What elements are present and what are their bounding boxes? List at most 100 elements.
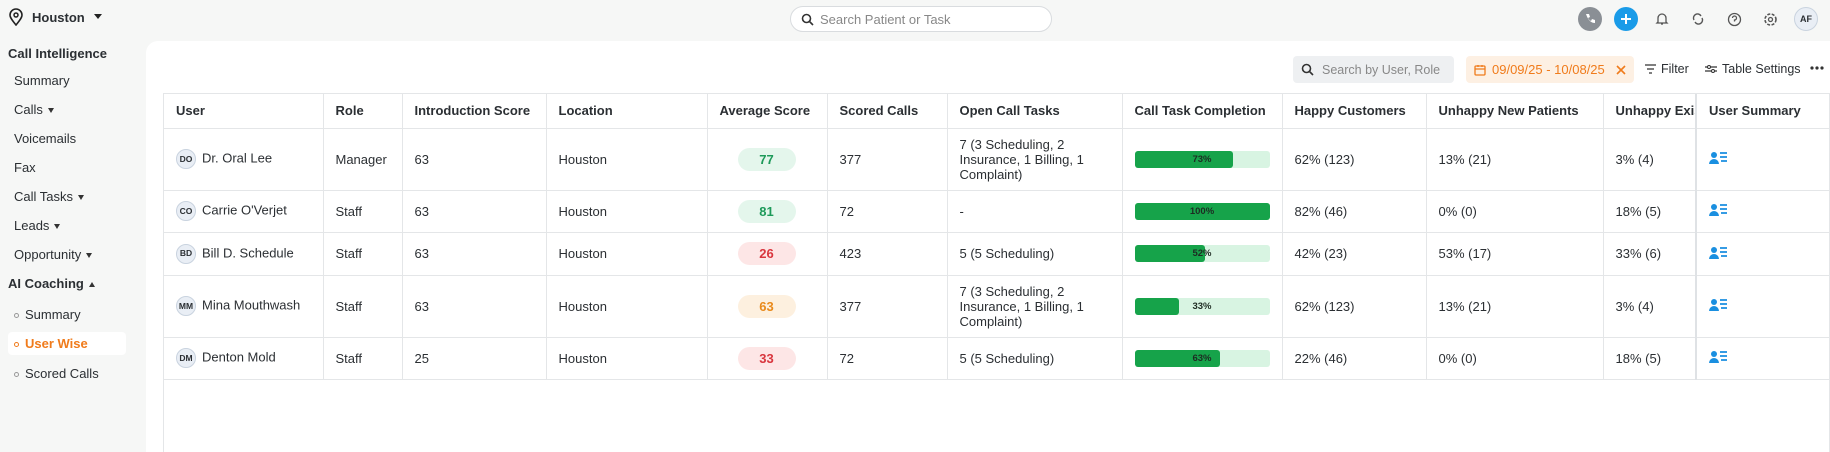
notifications-button[interactable] xyxy=(1650,7,1674,31)
phone-button[interactable] xyxy=(1578,7,1602,31)
user-cell: DM Denton Mold xyxy=(164,337,324,380)
column-header: Open Call Tasks xyxy=(947,94,1123,129)
settings-button[interactable] xyxy=(1758,7,1782,31)
role-cell: Staff xyxy=(323,275,403,338)
completion-track: 33% xyxy=(1134,297,1270,315)
average-score-cell: 81 xyxy=(707,190,828,233)
filter-label: Filter xyxy=(1661,62,1689,76)
user-summary-icon[interactable] xyxy=(1709,350,1727,363)
global-search[interactable]: Search Patient or Task xyxy=(790,6,1052,32)
user-name[interactable]: Mina Mouthwash xyxy=(202,297,301,313)
user-summary-cell xyxy=(1695,337,1829,380)
caret xyxy=(78,195,85,201)
happy-cell: 22% (46) xyxy=(1282,337,1427,380)
sidebar-label: Scored Calls xyxy=(25,366,99,381)
sidebar-item[interactable]: User Wise xyxy=(8,332,126,355)
bullet xyxy=(14,342,19,348)
location-name: Houston xyxy=(32,9,85,25)
sync-icon xyxy=(1692,13,1704,25)
unhappy-new-cell: 0% (0) xyxy=(1426,190,1604,233)
average-score-cell: 63 xyxy=(707,275,828,338)
column-header: Role xyxy=(323,94,403,129)
user-name[interactable]: Denton Mold xyxy=(202,349,276,365)
search-icon xyxy=(801,13,814,26)
add-button[interactable] xyxy=(1614,7,1638,31)
average-score-cell: 77 xyxy=(707,128,828,191)
help-button[interactable] xyxy=(1722,7,1746,31)
caret xyxy=(47,108,54,114)
completion-cell: 63% xyxy=(1122,337,1283,380)
role-cell: Staff xyxy=(323,337,403,380)
user-summary-cell xyxy=(1695,190,1829,233)
intro-cell: 63 xyxy=(402,128,547,191)
table-settings-button[interactable]: Table Settings xyxy=(1705,62,1801,76)
filter-button[interactable]: Filter xyxy=(1645,62,1689,76)
user-initials: DO xyxy=(176,149,196,169)
sidebar-label: Calls xyxy=(14,102,43,117)
sidebar-item[interactable]: Call Tasks xyxy=(14,189,85,204)
user-summary-icon[interactable] xyxy=(1709,298,1727,311)
intro-cell: 63 xyxy=(402,232,547,276)
sidebar-item[interactable]: AI Coaching xyxy=(8,276,95,291)
sidebar-item[interactable]: Voicemails xyxy=(14,131,76,146)
help-icon xyxy=(1727,12,1741,26)
user-cell: BD Bill D. Schedule xyxy=(164,232,324,276)
caret xyxy=(54,224,61,230)
sidebar-item[interactable]: Calls xyxy=(14,102,54,117)
user-name[interactable]: Carrie O'Verjet xyxy=(202,202,287,218)
completion-track: 73% xyxy=(1134,150,1270,168)
score-badge: 77 xyxy=(737,147,796,171)
user-summary-icon[interactable] xyxy=(1709,203,1727,216)
sync-button[interactable] xyxy=(1686,7,1710,31)
column-header: Scored Calls xyxy=(827,94,948,129)
scored-cell: 423 xyxy=(827,232,948,276)
user-summary-icon[interactable] xyxy=(1709,151,1727,164)
bullet xyxy=(14,372,19,378)
sidebar-label: AI Coaching xyxy=(8,276,84,291)
completion-label: 100% xyxy=(1189,205,1215,217)
settings-icon xyxy=(1705,65,1717,73)
column-header: User xyxy=(164,94,324,129)
completion-cell: 33% xyxy=(1122,275,1283,338)
sidebar-label: Summary xyxy=(25,307,81,322)
clear-date[interactable] xyxy=(1615,64,1627,76)
average-score-cell: 33 xyxy=(707,337,828,380)
sidebar-item[interactable]: Call Intelligence xyxy=(8,46,107,61)
happy-cell: 82% (46) xyxy=(1282,190,1427,233)
table-settings-label: Table Settings xyxy=(1722,62,1801,76)
role-cell: Manager xyxy=(323,128,403,191)
role-cell: Staff xyxy=(323,190,403,233)
caret xyxy=(93,14,102,19)
sidebar-label: Fax xyxy=(14,160,36,175)
user-cell: MM Mina Mouthwash xyxy=(164,275,324,338)
user-name[interactable]: Bill D. Schedule xyxy=(202,244,294,260)
table-search[interactable]: Search by User, Role xyxy=(1293,56,1454,83)
happy-cell: 42% (23) xyxy=(1282,232,1427,276)
search-placeholder: Search by User, Role xyxy=(1322,62,1441,77)
sidebar-label: Voicemails xyxy=(14,131,77,146)
location-cell: Houston xyxy=(546,190,708,233)
column-header: User Summary xyxy=(1695,94,1829,129)
sidebar-item[interactable]: Fax xyxy=(14,160,36,175)
scored-cell: 377 xyxy=(827,128,948,191)
role-cell: Staff xyxy=(323,232,403,276)
unhappy-new-cell: 13% (21) xyxy=(1426,128,1604,191)
avatar[interactable]: AF xyxy=(1794,7,1818,31)
sidebar-item[interactable]: Opportunity xyxy=(14,247,93,262)
unhappy-existing-cell: 18% (5) xyxy=(1603,190,1697,233)
location-picker[interactable]: Houston xyxy=(8,8,103,26)
user-name[interactable]: Dr. Oral Lee xyxy=(202,150,273,166)
date-range[interactable]: 09/09/25 - 10/08/25 xyxy=(1466,56,1634,83)
sidebar-item[interactable]: Summary xyxy=(14,73,70,88)
unhappy-new-cell: 13% (21) xyxy=(1426,275,1604,338)
sidebar-item[interactable]: Scored Calls xyxy=(14,366,99,381)
unhappy-new-cell: 0% (0) xyxy=(1426,337,1604,380)
completion-bar xyxy=(1134,297,1180,315)
user-summary-icon[interactable] xyxy=(1709,246,1727,259)
top-icons: AF xyxy=(1578,7,1818,31)
more-button[interactable] xyxy=(1810,66,1824,70)
sidebar-item[interactable]: Leads xyxy=(14,218,61,233)
table-row: MM Mina Mouthwash Staff 63 Houston 63 377 7 (3 … xyxy=(164,275,1829,338)
sidebar-item[interactable]: Summary xyxy=(14,307,81,322)
completion-track: 52% xyxy=(1134,245,1270,262)
